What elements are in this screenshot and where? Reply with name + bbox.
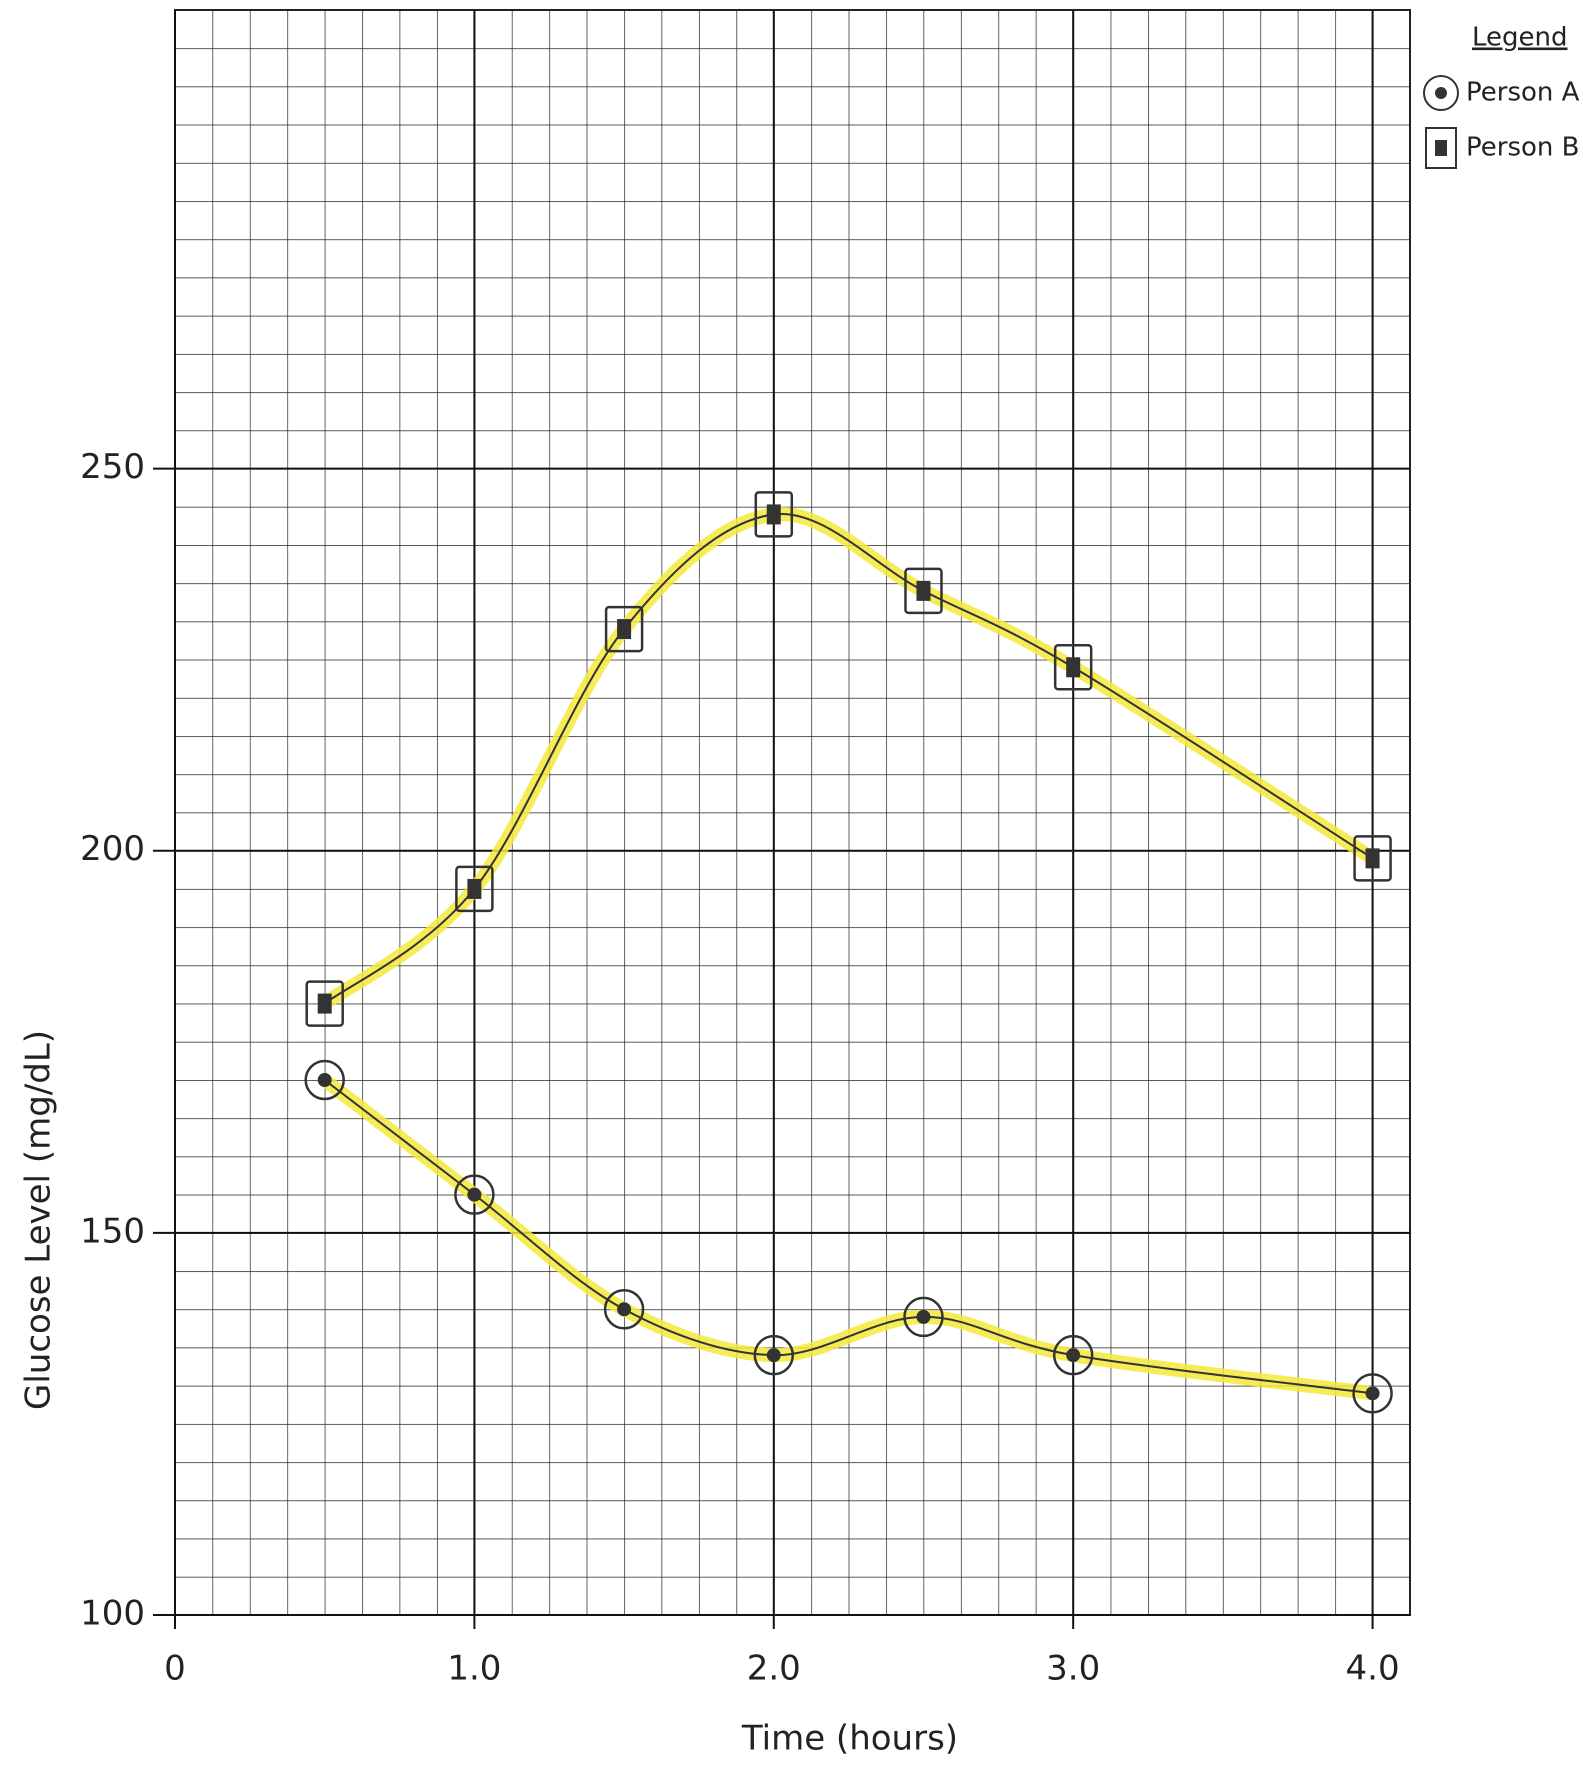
point xyxy=(467,1188,481,1202)
chart: Time (hours) Glucose Level (mg/dL) 100 15… xyxy=(0,0,1583,1780)
point xyxy=(617,619,631,639)
point xyxy=(916,1310,930,1324)
point xyxy=(1066,1348,1080,1362)
y-axis-label: Glucose Level (mg/dL) xyxy=(19,1030,59,1410)
y-tick-label: 150 xyxy=(80,1211,145,1251)
x-axis-label: Time (hours) xyxy=(741,1719,958,1759)
x-tick-label: 2.0 xyxy=(747,1649,801,1689)
point xyxy=(318,994,332,1014)
y-tick-label: 200 xyxy=(80,829,145,869)
legend-label: Person B xyxy=(1466,133,1579,163)
point xyxy=(1366,1386,1380,1400)
legend-swatch xyxy=(1435,87,1447,99)
point xyxy=(318,1073,332,1087)
point xyxy=(767,1348,781,1362)
x-tick-label: 3.0 xyxy=(1046,1649,1100,1689)
x-tick-label: 1.0 xyxy=(447,1649,501,1689)
legend-swatch xyxy=(1435,140,1447,156)
point xyxy=(767,504,781,524)
y-tick-label: 100 xyxy=(80,1594,145,1634)
point xyxy=(617,1302,631,1316)
x-tick-label: 0 xyxy=(164,1649,186,1689)
page: Time (hours) Glucose Level (mg/dL) 100 15… xyxy=(0,0,1583,1780)
x-tick-label: 4.0 xyxy=(1346,1649,1400,1689)
y-tick-label: 250 xyxy=(80,447,145,487)
point xyxy=(467,879,481,899)
point xyxy=(1366,848,1380,868)
point xyxy=(916,581,930,601)
point xyxy=(1066,657,1080,677)
legend-label: Person A xyxy=(1466,78,1580,108)
legend-title: Legend xyxy=(1472,23,1568,53)
